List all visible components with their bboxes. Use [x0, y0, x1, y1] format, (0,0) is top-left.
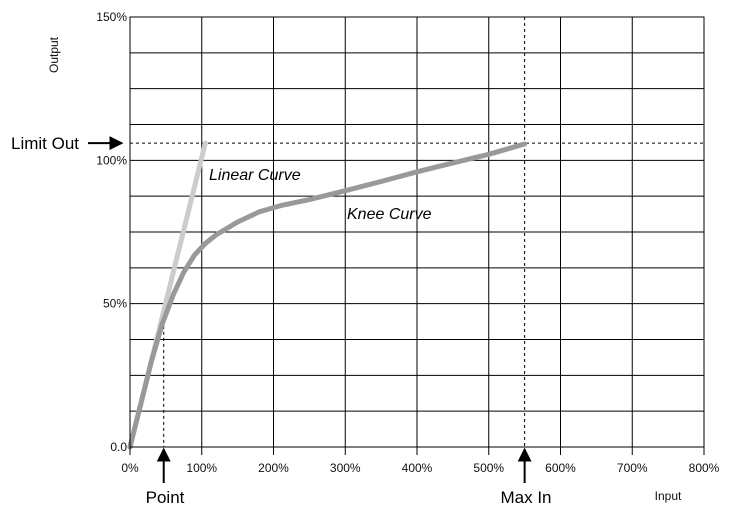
linear-curve-label: Linear Curve — [209, 167, 301, 184]
limit-out-label: Limit Out — [11, 134, 79, 153]
curves — [127, 140, 528, 450]
x-tick-label: 300% — [330, 461, 361, 475]
x-axis-title: Input — [655, 489, 682, 503]
y-tick-label: 150% — [96, 10, 127, 24]
point-label: Point — [146, 488, 185, 507]
callouts: Limit Out Point Max In — [11, 134, 552, 507]
grid — [130, 17, 704, 447]
x-tick-label: 400% — [402, 461, 433, 475]
y-axis-title: Output — [47, 36, 61, 73]
y-tick-label: 100% — [96, 153, 127, 167]
x-tick-label: 200% — [258, 461, 289, 475]
x-tick-label: 500% — [473, 461, 504, 475]
knee-curve-line — [127, 141, 528, 450]
x-tick-label: 100% — [186, 461, 217, 475]
x-tick-label: 0% — [121, 461, 139, 475]
x-tick-label: 600% — [545, 461, 576, 475]
knee-curve-label: Knee Curve — [347, 206, 432, 223]
x-tick-label: 800% — [689, 461, 720, 475]
x-tick-label: 700% — [617, 461, 648, 475]
y-tick-label: 0.0 — [110, 440, 127, 454]
max-in-label: Max In — [500, 488, 551, 507]
tick-labels: 0% 100% 200% 300% 400% 500% 600% 700% 800% 0.0 50%… — [96, 10, 719, 475]
y-tick-label: 50% — [103, 297, 127, 311]
